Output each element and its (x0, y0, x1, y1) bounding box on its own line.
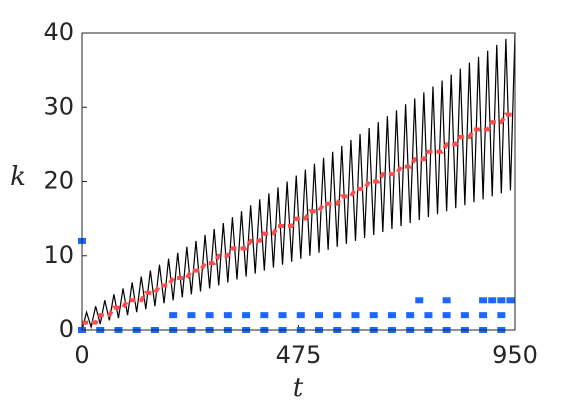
marker (442, 312, 451, 319)
marker (406, 312, 415, 319)
marker (242, 312, 251, 319)
marker (387, 312, 396, 319)
marker (223, 312, 232, 319)
marker (479, 312, 488, 319)
marker (187, 312, 196, 319)
marker (488, 297, 497, 304)
y-tick-label: 40 (43, 18, 74, 46)
marker (278, 312, 287, 319)
marker (169, 312, 178, 319)
y-tick-label: 30 (43, 92, 74, 120)
marker (424, 312, 433, 319)
series-line (82, 112, 515, 325)
y-tick-label: 20 (43, 167, 74, 195)
x-tick-label: 475 (276, 341, 322, 369)
y-axis-label: k (10, 162, 26, 192)
marker (442, 297, 451, 304)
x-tick-label: 950 (492, 341, 538, 369)
y-tick-label: 0 (59, 315, 74, 343)
marker (460, 312, 469, 319)
marker (415, 297, 424, 304)
marker (479, 297, 488, 304)
marker (506, 297, 515, 304)
series-line (81, 32, 516, 331)
marker (351, 312, 360, 319)
marker (497, 312, 506, 319)
marker (369, 312, 378, 319)
marker (260, 312, 269, 319)
marker (205, 312, 214, 319)
marker (497, 297, 506, 304)
plot-frame (81, 32, 516, 331)
marker (296, 312, 305, 319)
x-axis-label: t (293, 373, 304, 403)
marker (315, 312, 324, 319)
x-tick-label: 0 (74, 341, 89, 369)
y-tick-label: 10 (43, 241, 74, 269)
marker (333, 312, 342, 319)
